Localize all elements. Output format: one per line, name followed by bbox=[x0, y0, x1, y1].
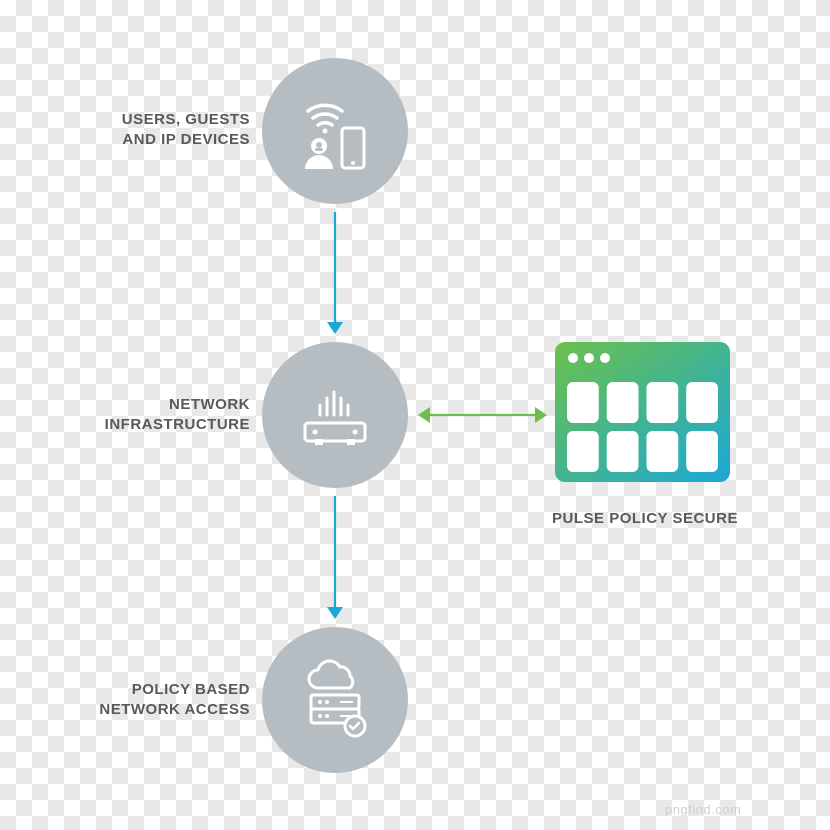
diagram-root: USERS, GUESTS AND IP DEVICES NETWORK INF… bbox=[0, 0, 830, 830]
users-icon bbox=[285, 81, 385, 181]
watermark: pngfind.com bbox=[665, 802, 741, 817]
server-cloud-icon bbox=[285, 650, 385, 750]
pulse-grid-icon bbox=[555, 342, 730, 482]
network-label-line2: INFRASTRUCTURE bbox=[105, 416, 250, 433]
users-label-line1: USERS, GUESTS bbox=[122, 111, 250, 128]
policy-circle bbox=[262, 627, 408, 773]
users-label: USERS, GUESTS AND IP DEVICES bbox=[75, 110, 250, 149]
users-label-line2: AND IP DEVICES bbox=[122, 131, 250, 148]
policy-label-line1: POLICY BASED bbox=[132, 681, 250, 698]
pulse-label-text: PULSE POLICY SECURE bbox=[552, 510, 738, 527]
pulse-policy-secure-box bbox=[555, 342, 730, 482]
network-label-line1: NETWORK bbox=[169, 396, 250, 413]
network-label: NETWORK INFRASTRUCTURE bbox=[75, 395, 250, 434]
network-circle bbox=[262, 342, 408, 488]
policy-label-line2: NETWORK ACCESS bbox=[99, 701, 250, 718]
router-icon bbox=[285, 365, 385, 465]
users-circle bbox=[262, 58, 408, 204]
policy-label: POLICY BASED NETWORK ACCESS bbox=[75, 680, 250, 719]
watermark-text: pngfind.com bbox=[665, 802, 741, 817]
pulse-label: PULSE POLICY SECURE bbox=[545, 510, 745, 527]
